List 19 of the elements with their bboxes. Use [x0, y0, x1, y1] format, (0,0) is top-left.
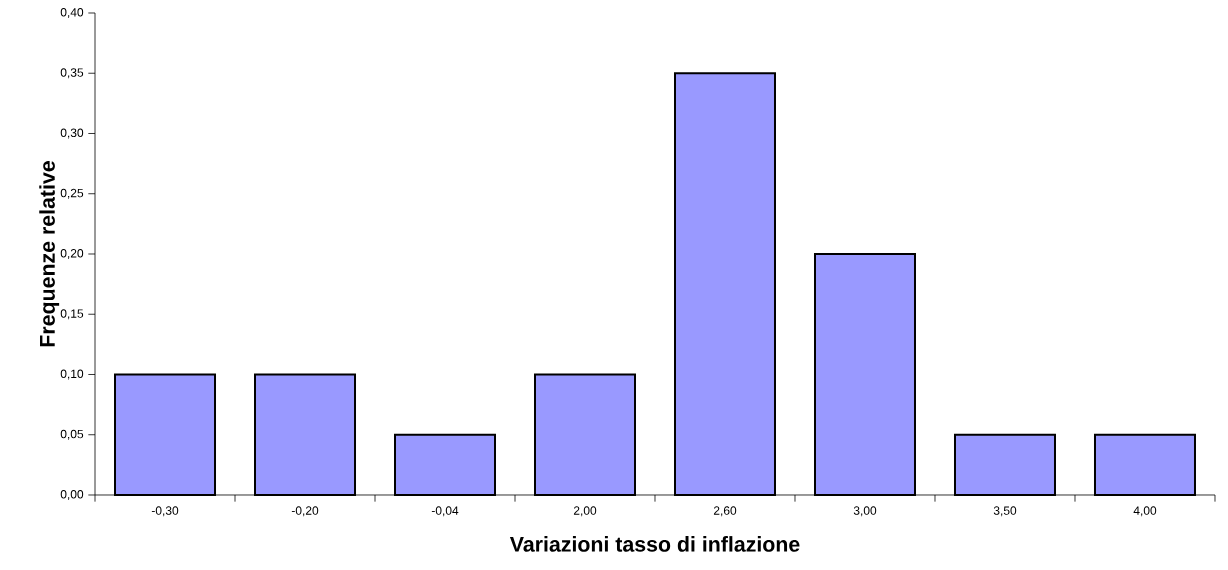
x-axis-title: Variazioni tasso di inflazione — [509, 536, 800, 552]
y-tick-label: 0,25 — [60, 188, 84, 199]
x-tick-label: -0,20 — [291, 506, 319, 517]
y-tick-label: 0,35 — [60, 68, 84, 79]
x-tick-label: -0,30 — [151, 506, 179, 517]
x-tick-label: 4,00 — [1133, 506, 1157, 517]
y-tick-label: 0,00 — [60, 490, 84, 500]
y-tick-label: 0,40 — [60, 8, 84, 18]
y-tick-label: 0,30 — [60, 128, 84, 139]
x-tick-label: 2,60 — [713, 506, 737, 517]
y-tick-label: 0,20 — [60, 249, 84, 259]
x-tick-label: 3,00 — [853, 506, 877, 517]
y-tick-label: 0,15 — [60, 309, 84, 320]
y-tick-label: 0,05 — [60, 429, 84, 440]
x-tick-label: 2,00 — [573, 506, 597, 517]
y-axis-title: Frequenze relative — [39, 161, 60, 347]
y-tick-label: 0,10 — [60, 369, 84, 380]
x-tick-label: 3,50 — [993, 506, 1017, 517]
x-tick-label: -0,04 — [431, 506, 459, 517]
